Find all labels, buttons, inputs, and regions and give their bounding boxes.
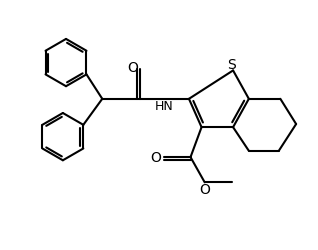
- Text: O: O: [150, 150, 161, 164]
- Text: S: S: [227, 57, 236, 71]
- Text: O: O: [199, 182, 210, 196]
- Text: O: O: [127, 61, 138, 75]
- Text: HN: HN: [155, 99, 174, 112]
